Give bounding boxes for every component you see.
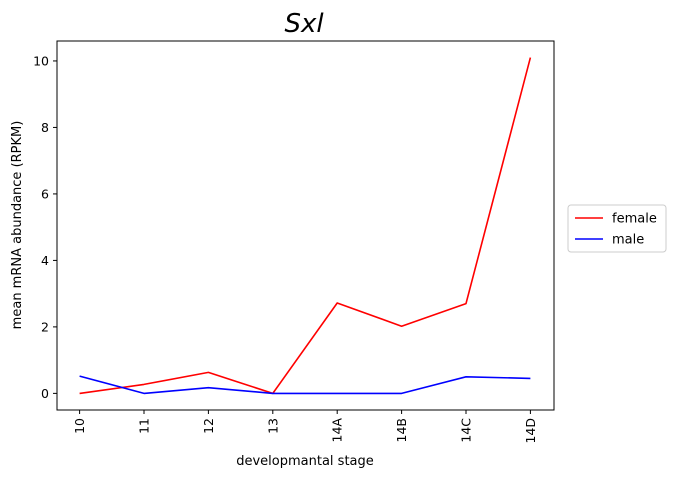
x-tick-label: 11 — [137, 418, 152, 434]
x-axis-label: developmantal stage — [236, 454, 374, 469]
x-tick-label: 12 — [201, 418, 216, 434]
y-tick-label: 8 — [41, 120, 49, 135]
y-tick-label: 0 — [41, 386, 49, 401]
x-axis: 10 11 12 13 14A 14B 14C 14D — [72, 410, 538, 444]
legend-label-male: male — [612, 233, 644, 248]
x-tick-label: 14B — [394, 418, 409, 442]
x-tick-label: 14C — [459, 418, 474, 443]
y-axis: 0 2 4 6 8 10 — [33, 53, 57, 401]
y-tick-label: 10 — [33, 53, 49, 68]
legend-label-female: female — [612, 212, 657, 227]
x-tick-label: 14A — [330, 418, 345, 443]
y-tick-label: 2 — [41, 319, 49, 334]
y-tick-label: 4 — [41, 253, 49, 268]
y-axis-label: mean mRNA abundance (RPKM) — [10, 121, 25, 330]
x-tick-label: 14D — [523, 418, 538, 444]
y-tick-label: 6 — [41, 186, 49, 201]
x-tick-label: 13 — [265, 418, 280, 434]
chart-title: Sxl — [284, 9, 324, 39]
series-line-male — [79, 375, 531, 395]
legend-box — [567, 204, 667, 253]
x-tick-label: 10 — [72, 418, 87, 434]
legend: female male — [567, 204, 667, 253]
series-lines — [79, 57, 532, 395]
series-line-female — [79, 57, 532, 395]
plot-area — [56, 40, 555, 411]
